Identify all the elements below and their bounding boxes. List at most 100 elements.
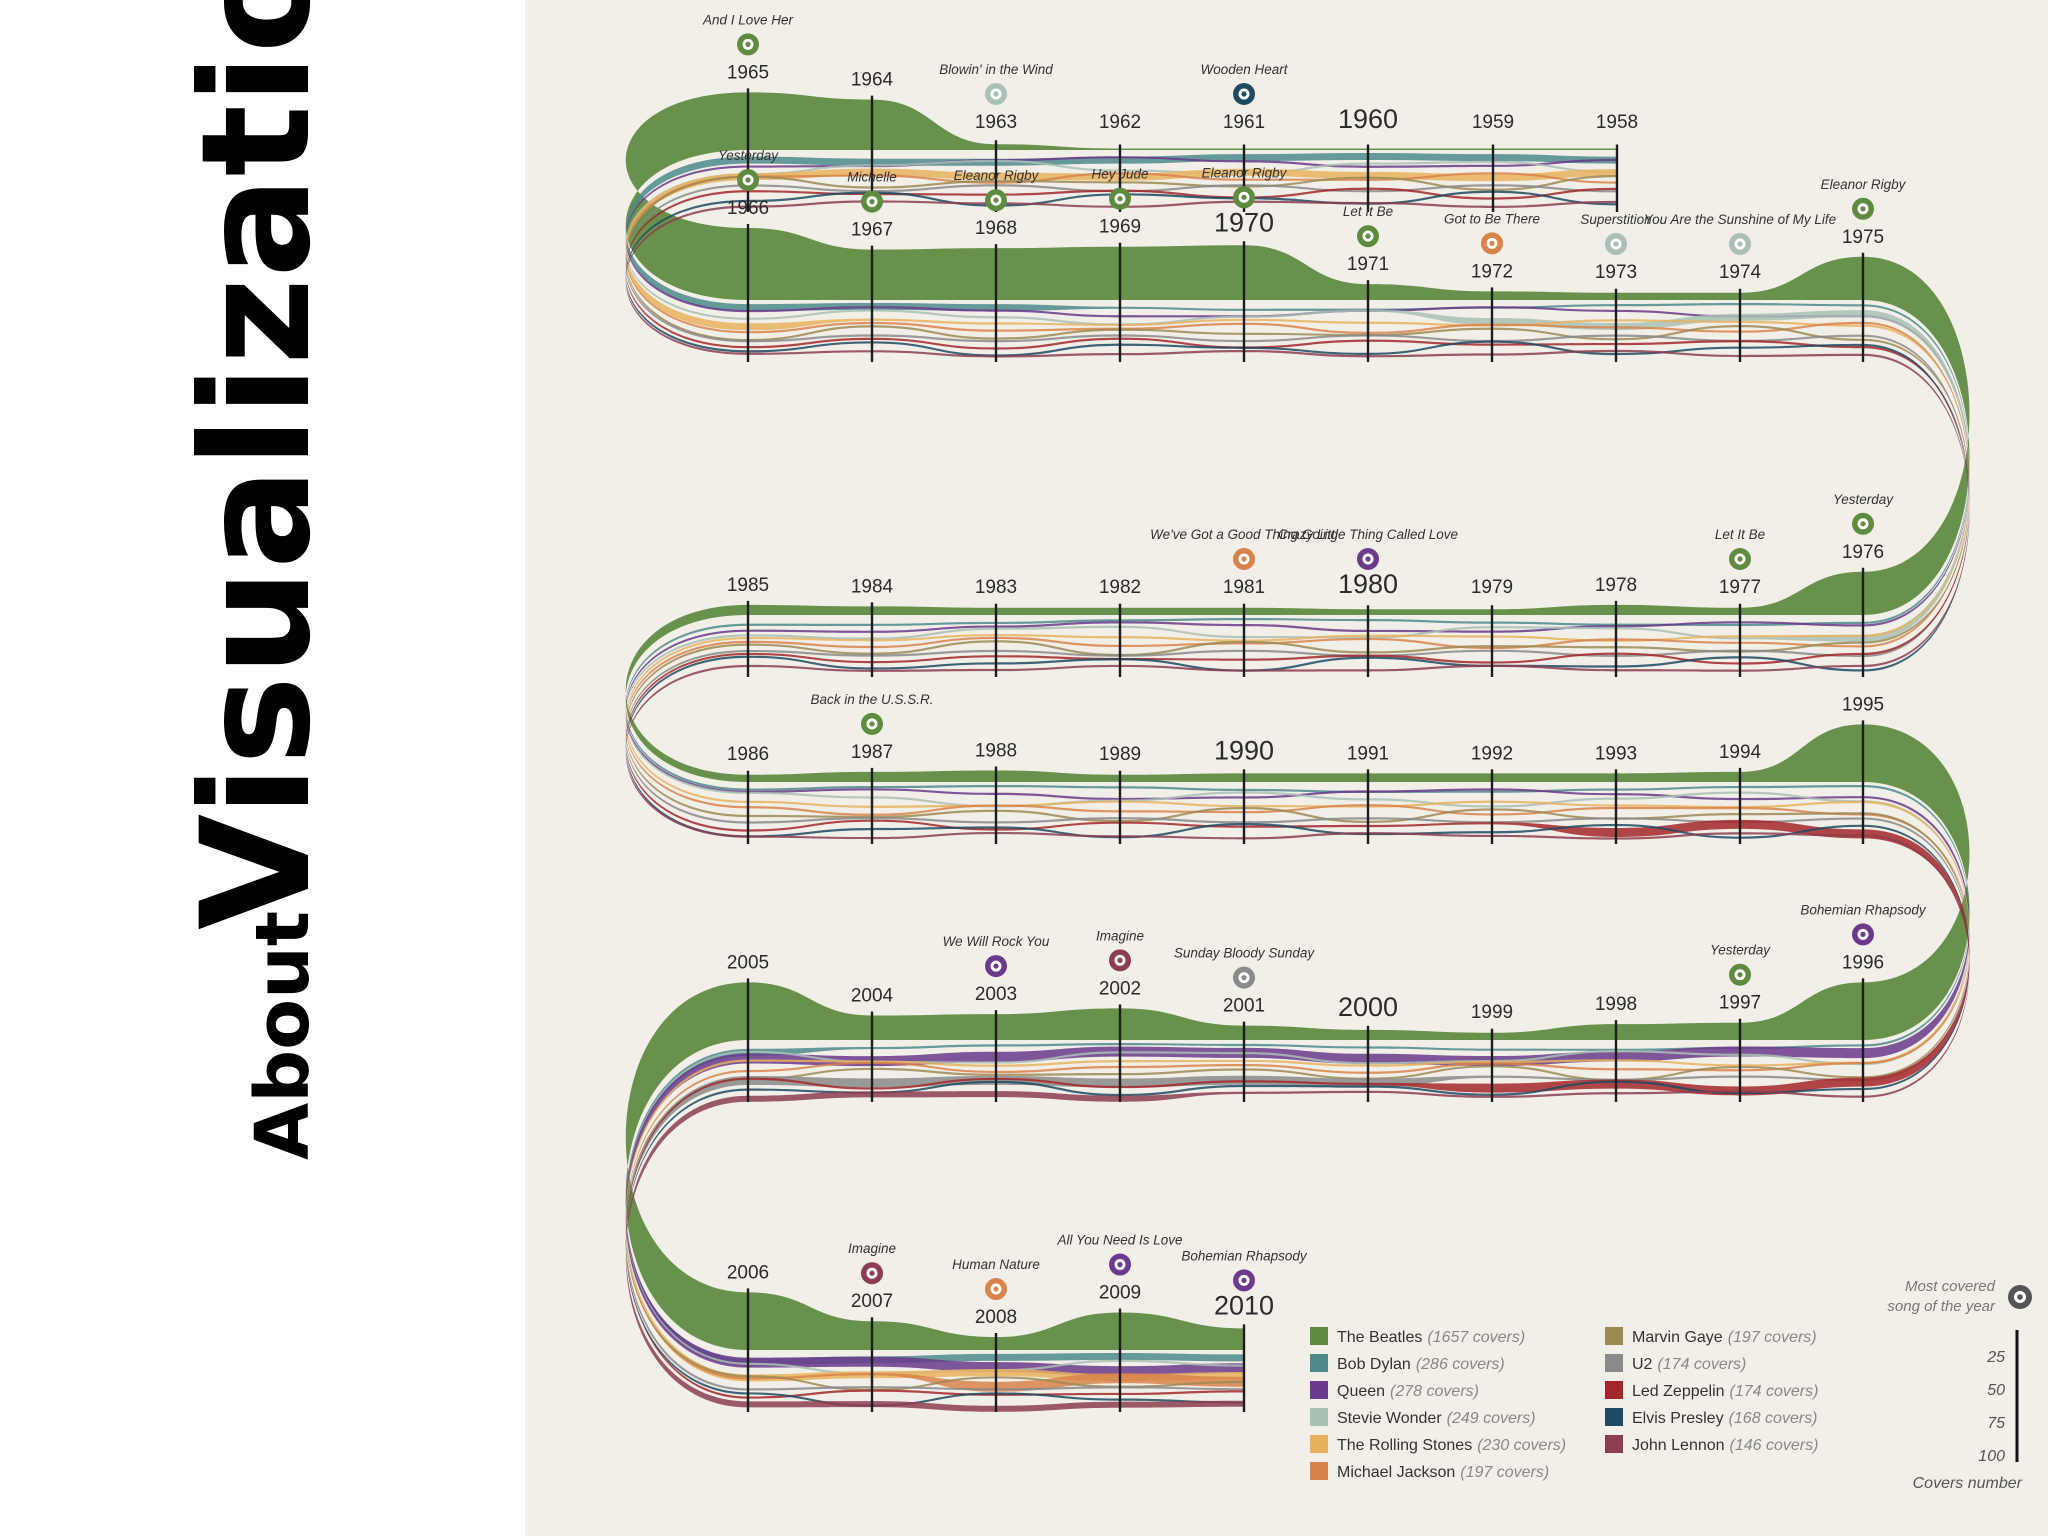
year-label: 1973 (1595, 262, 1637, 283)
legend-label: U2 (1632, 1356, 1653, 1373)
song-title: Superstition (1580, 212, 1651, 227)
song-marker-dot (993, 197, 999, 203)
song-title: Hey Jude (1091, 167, 1148, 182)
legend-count: (174 covers) (1657, 1356, 1746, 1373)
scale-tick-label: 100 (1978, 1448, 2005, 1465)
song-title: All You Need Is Love (1056, 1233, 1182, 1248)
year-label: 1995 (1842, 694, 1884, 715)
song-marker-dot (1737, 241, 1743, 247)
year-label: 2008 (975, 1307, 1017, 1328)
song-title: Bohemian Rhapsody (1800, 902, 1927, 917)
song-title: Eleanor Rigby (1202, 165, 1288, 180)
year-label: 1958 (1596, 112, 1638, 133)
legend-count: (1657 covers) (1427, 1329, 1525, 1346)
legend-label: The Beatles (1337, 1329, 1422, 1346)
song-title: And I Love Her (702, 12, 794, 27)
year-label: 1984 (851, 576, 894, 597)
year-label: 1989 (1099, 744, 1141, 765)
legend-label: The Rolling Stones (1337, 1437, 1472, 1454)
year-label: 1981 (1223, 577, 1265, 598)
legend-label: Bob Dylan (1337, 1356, 1411, 1373)
song-title: We've Got a Good Thing Going (1150, 527, 1338, 542)
song-title: Eleanor Rigby (954, 168, 1040, 183)
year-label: 1964 (851, 70, 894, 91)
chart-canvas: 1958 1959 1960 1961 Wooden Heart 1962 1963 Blow… (625, 12, 2032, 1492)
song-title: Sunday Bloody Sunday (1174, 946, 1316, 961)
song-marker-dot (1241, 194, 1247, 200)
legend-note: Most covered song of the year (1887, 1278, 1996, 1315)
legend-count: (197 covers) (1460, 1464, 1549, 1481)
stream-layer (625, 92, 1970, 1412)
song-marker-dot (1489, 240, 1495, 246)
legend-swatch (1310, 1354, 1328, 1372)
year-label: 1990 (1214, 735, 1274, 765)
year-label: 1999 (1471, 1002, 1513, 1023)
song-title: Bohemian Rhapsody (1181, 1248, 1308, 1263)
song-marker-dot (1241, 975, 1247, 981)
legend-count: (278 covers) (1390, 1383, 1479, 1400)
year-label: 2001 (1223, 996, 1265, 1017)
year-label: 2007 (851, 1291, 893, 1312)
song-marker-dot (869, 721, 875, 727)
year-label: 1965 (727, 62, 769, 83)
song-marker-dot (1613, 241, 1619, 247)
song-title: Imagine (848, 1241, 896, 1256)
year-label: 1982 (1099, 577, 1141, 598)
song-marker-dot (1241, 556, 1247, 562)
year-label: 1988 (975, 740, 1017, 761)
year-label: 1961 (1223, 112, 1265, 133)
year-label: 1993 (1595, 743, 1637, 764)
legend-count: (249 covers) (1447, 1410, 1536, 1427)
year-label: 1974 (1719, 262, 1762, 283)
song-title: Back in the U.S.S.R. (810, 692, 933, 707)
song-marker-dot (745, 41, 751, 48)
legend-label: Marvin Gaye (1632, 1329, 1723, 1346)
year-label: 2000 (1338, 992, 1398, 1022)
year-label: 1994 (1719, 742, 1762, 763)
title-visualization: Visualization (170, 0, 344, 930)
year-label: 1971 (1347, 254, 1389, 275)
song-title: Michelle (847, 170, 897, 185)
year-label-layer: 1958 1959 1960 1961 Wooden Heart 1962 1963 Blow… (702, 12, 1927, 1328)
song-marker-dot (993, 1286, 999, 1292)
song-marker-dot (1241, 91, 1247, 97)
song-marker-dot (1241, 1277, 1247, 1283)
song-marker-dot (993, 91, 999, 97)
legend-count: (168 covers) (1729, 1410, 1818, 1427)
most-covered-icon-dot (2017, 1294, 2023, 1300)
scale-title: Covers number (1913, 1475, 2023, 1492)
year-label: 1977 (1719, 577, 1761, 598)
song-marker-dot (993, 963, 999, 969)
year-label: 1959 (1472, 112, 1514, 133)
year-label: 1972 (1471, 261, 1513, 282)
legend-swatch (1310, 1381, 1328, 1399)
year-label: 1986 (727, 744, 769, 765)
year-label: 2010 (1214, 1290, 1274, 1320)
stream-the-beatles (625, 92, 1970, 1350)
song-marker-dot (1365, 233, 1371, 239)
song-marker-dot (1737, 972, 1743, 978)
year-label: 1962 (1099, 112, 1141, 133)
year-label: 1976 (1842, 542, 1884, 563)
legend-swatch (1310, 1462, 1328, 1480)
legend: The Beatles (1657 covers) Bob Dylan (286 co… (1310, 1278, 2032, 1492)
legend-label: John Lennon (1632, 1437, 1725, 1454)
scale-tick-label: 75 (1987, 1415, 2005, 1432)
legend-swatch (1310, 1408, 1328, 1426)
year-label: 1967 (851, 220, 893, 241)
year-label: 1997 (1719, 993, 1761, 1014)
legend-swatch (1605, 1381, 1623, 1399)
legend-swatch (1310, 1435, 1328, 1453)
legend-label: Led Zeppelin (1632, 1383, 1725, 1400)
year-label: 1991 (1347, 743, 1389, 764)
year-label: 2006 (727, 1262, 769, 1283)
slide-title: About Visualization (0, 0, 525, 1536)
song-marker-dot (1117, 957, 1123, 963)
song-title: Yesterday (718, 148, 779, 163)
song-title: Got to Be There (1444, 211, 1540, 226)
song-title: Yesterday (1833, 492, 1894, 507)
year-label: 1992 (1471, 743, 1513, 764)
song-title: Crazy Little Thing Called Love (1278, 527, 1458, 542)
song-marker-dot (1860, 521, 1866, 527)
year-tick-layer (746, 88, 1865, 1412)
